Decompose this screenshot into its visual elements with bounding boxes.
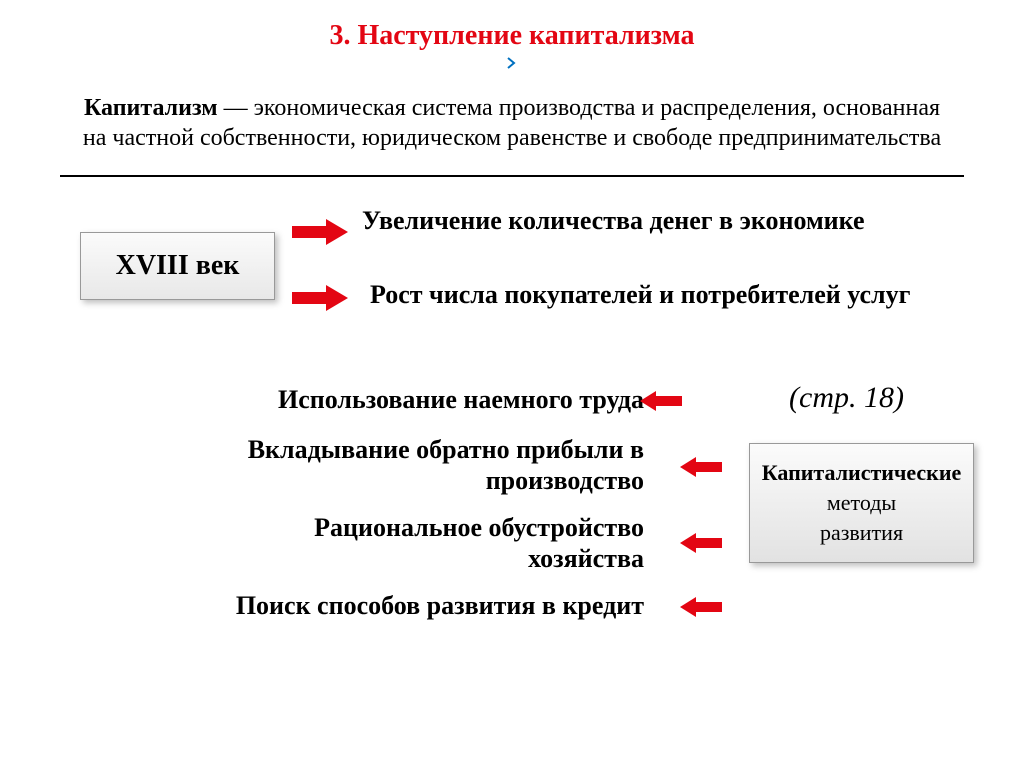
method-credit: Поиск способов развития в кредит <box>114 591 644 622</box>
methods-box-line1: Капиталистические <box>762 458 962 488</box>
arrow-left-icon <box>640 391 682 416</box>
definition-block: Капитализм — экономическая система произ… <box>0 75 1024 153</box>
methods-box-line3: развития <box>820 518 903 548</box>
century-box: XVIII век <box>80 232 275 300</box>
page-reference: (стр. 18) <box>789 381 904 415</box>
definition-term: Капитализм <box>84 95 218 121</box>
method-reinvest: Вкладывание обратно прибыли в производст… <box>184 435 644 496</box>
arrow-right-icon <box>292 285 348 316</box>
arrow-right-icon <box>292 219 348 250</box>
method-rational: Рациональное обустройство хозяйства <box>194 513 644 574</box>
effect-buyers: Рост числа покупателей и потребителей ус… <box>370 279 930 310</box>
chevron-row <box>0 56 1024 75</box>
section-century: XVIII век Увеличение количества денег в … <box>0 197 1024 367</box>
section-methods: (стр. 18) Капиталистические методы разви… <box>0 373 1024 713</box>
methods-box-line2: методы <box>827 488 896 518</box>
method-labor: Использование наемного труда <box>124 385 644 416</box>
methods-box: Капиталистические методы развития <box>749 443 974 563</box>
divider-line <box>60 175 964 177</box>
arrow-left-icon <box>680 533 722 558</box>
arrow-left-icon <box>680 597 722 622</box>
arrow-left-icon <box>680 457 722 482</box>
slide-title: 3. Наступление капитализма <box>0 0 1024 52</box>
effect-money: Увеличение количества денег в экономике <box>362 205 922 236</box>
chevron-right-icon <box>505 56 519 75</box>
